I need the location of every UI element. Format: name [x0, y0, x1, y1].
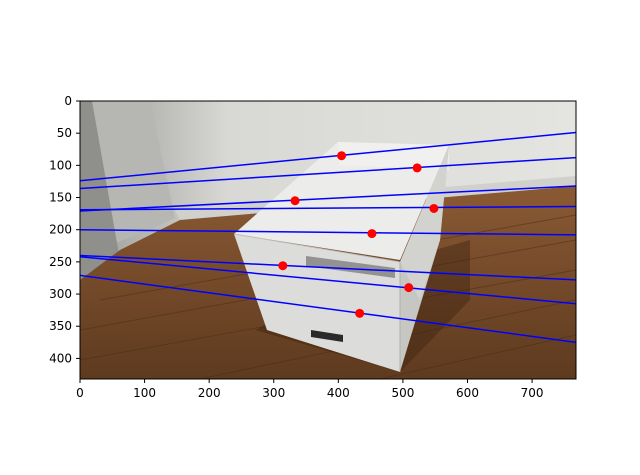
epipolar-line-1: [80, 131, 576, 182]
epipolar-line-5: [80, 228, 576, 236]
y-tick-label: 350: [49, 319, 72, 333]
y-tick-label: 300: [49, 287, 72, 301]
x-tick-label: 600: [456, 386, 479, 400]
y-tick-label: 150: [49, 191, 72, 205]
epipolar-line-3: [80, 185, 576, 212]
keypoint-2: [412, 163, 422, 173]
photo-background: [80, 101, 576, 379]
epipolar-line-8: [80, 274, 576, 344]
x-tick-label: 200: [198, 386, 221, 400]
y-axis: 0 50 100 150 200 250 300 350 400: [49, 94, 80, 365]
epipolar-line-7: [80, 255, 576, 305]
y-tick-label: 400: [49, 351, 72, 365]
y-tick-label: 0: [64, 94, 72, 108]
epipolar-line-6: [80, 254, 576, 281]
y-tick-label: 50: [57, 126, 72, 140]
keypoint-3: [290, 196, 300, 206]
y-tick-label: 250: [49, 255, 72, 269]
keypoint-4: [429, 203, 439, 213]
keypoint-6: [278, 261, 288, 271]
x-tick-label: 400: [327, 386, 350, 400]
y-tick-label: 100: [49, 158, 72, 172]
plot-area: [80, 131, 576, 344]
y-tick-label: 200: [49, 223, 72, 237]
x-tick-label: 500: [391, 386, 414, 400]
axes-frame: [79, 100, 577, 380]
keypoint-5: [367, 229, 377, 239]
x-axis: 0 100 200 300 400 500 600 700: [76, 379, 544, 400]
epipolar-line-2: [80, 156, 576, 190]
keypoint-7: [404, 283, 414, 293]
x-tick-label: 0: [76, 386, 84, 400]
keypoint-8: [355, 308, 365, 318]
x-tick-label: 700: [521, 386, 544, 400]
x-tick-label: 300: [262, 386, 285, 400]
epipolar-line-4: [80, 205, 576, 211]
keypoint-1: [337, 151, 347, 161]
x-tick-label: 100: [133, 386, 156, 400]
